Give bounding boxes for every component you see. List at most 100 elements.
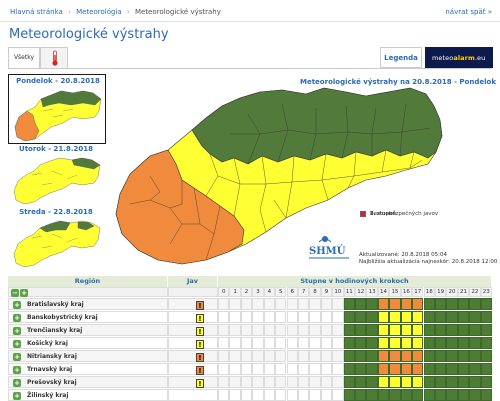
region-cell: + Bratislavský kraj [8, 298, 168, 310]
map-green-region [191, 87, 443, 165]
subheader-jav [168, 287, 218, 297]
jav-cell: ! [168, 350, 218, 362]
hour-cell [252, 389, 264, 401]
hour-cell [480, 324, 492, 336]
hour-header: 21 [457, 287, 470, 297]
hour-cell [377, 298, 390, 310]
hour-cell [332, 350, 344, 362]
table-row[interactable]: + Žilinský kraj [8, 389, 492, 401]
thunderstorm-warning-icon[interactable]: ! [196, 326, 204, 336]
region-name: Nitriansky kraj [27, 353, 77, 360]
back-link[interactable]: návrat späť » [445, 8, 492, 16]
tab-all[interactable]: Všetky [8, 47, 40, 68]
hour-header: 3 [252, 287, 264, 297]
hour-header: 6 [286, 287, 298, 297]
hour-cell [263, 311, 276, 323]
hour-cell [252, 324, 264, 336]
hour-cell [252, 311, 264, 323]
thunderstorm-warning-icon[interactable]: ! [196, 339, 204, 349]
hour-cell [252, 350, 264, 362]
shmu-logo: SHMÚ [309, 236, 349, 259]
thunderstorm-warning-icon[interactable]: ! [196, 378, 204, 388]
hour-cell [412, 376, 424, 388]
expand-region-button[interactable]: + [13, 353, 21, 361]
thunderstorm-warning-icon[interactable]: ! [196, 300, 204, 310]
hour-cell [332, 363, 344, 375]
hour-cell [412, 311, 424, 323]
hour-cell [377, 363, 390, 375]
hour-cell [480, 298, 492, 310]
hour-cell [469, 311, 481, 323]
hour-cell [469, 389, 481, 401]
expand-region-button[interactable]: + [13, 379, 21, 387]
hour-cell [309, 363, 321, 375]
table-row[interactable]: + Trnavský kraj! [8, 363, 492, 375]
hour-cell [366, 389, 378, 401]
expand-region-button[interactable]: + [13, 340, 21, 348]
hour-cell [434, 337, 447, 349]
expand-region-button[interactable]: + [13, 327, 21, 335]
hour-header: 13 [366, 287, 378, 297]
expand-region-button[interactable]: + [13, 366, 21, 374]
hour-cell [309, 350, 321, 362]
hour-cell [343, 298, 355, 310]
day-label-wednesday[interactable]: Streda - 22.8.2018 [19, 208, 93, 216]
hour-cell [412, 298, 424, 310]
day-selector-monday[interactable]: Pondelok - 20.8.2018 [8, 74, 106, 144]
expand-region-button[interactable]: + [13, 301, 21, 309]
hour-cell [229, 324, 241, 336]
tab-thermometer[interactable] [40, 47, 68, 68]
hour-cell [355, 350, 367, 362]
hour-cell [343, 363, 355, 375]
thunderstorm-warning-icon[interactable]: ! [196, 313, 204, 323]
mini-map-wednesday[interactable] [12, 218, 102, 268]
hour-cell [366, 324, 378, 336]
hour-cell [480, 350, 492, 362]
hour-cell [457, 376, 470, 388]
hour-cell [332, 337, 344, 349]
breadcrumb-meteorology[interactable]: Meteorológia [76, 8, 122, 16]
hour-cell [218, 363, 230, 375]
page-title: Meteorologické výstrahy [9, 27, 169, 42]
jav-cell [168, 389, 218, 401]
hour-cell [446, 363, 458, 375]
expand-region-button[interactable]: + [13, 314, 21, 322]
hour-cell [252, 363, 264, 375]
hour-header: 12 [355, 287, 367, 297]
hour-cell [423, 350, 435, 362]
hour-header: 19 [434, 287, 447, 297]
meteoalarm-logo[interactable]: meteoalarm.eu [425, 47, 493, 68]
table-row[interactable]: + Košický kraj! [8, 337, 492, 349]
hour-cell [434, 298, 447, 310]
hour-cell [412, 337, 424, 349]
collapse-all-button[interactable]: − [11, 289, 19, 297]
hour-cell [275, 389, 287, 401]
hour-cell [263, 298, 276, 310]
region-cell: + Košický kraj [8, 337, 168, 349]
hour-cell [400, 376, 413, 388]
hour-cell [309, 298, 321, 310]
hour-cell [480, 363, 492, 375]
hour-header: 20 [446, 287, 458, 297]
table-row[interactable]: + Prešovský kraj! [8, 376, 492, 388]
hour-cell [218, 298, 230, 310]
hour-header: 2 [240, 287, 253, 297]
expand-region-button[interactable]: + [13, 392, 21, 400]
legend-button[interactable]: Legenda [380, 47, 422, 68]
hour-cell [320, 389, 333, 401]
thermometer-icon [52, 50, 58, 66]
mini-map-tuesday[interactable] [12, 155, 102, 205]
expand-all-button[interactable]: + [20, 289, 28, 297]
hour-cell [320, 324, 333, 336]
thunderstorm-warning-icon[interactable]: ! [196, 352, 204, 362]
hour-cell [229, 298, 241, 310]
day-label-tuesday[interactable]: Utorok - 21.8.2018 [19, 145, 93, 153]
thunderstorm-warning-icon[interactable]: ! [196, 365, 204, 375]
table-row[interactable]: + Trenčiansky kraj! [8, 324, 492, 336]
table-row[interactable]: + Nitriansky kraj! [8, 350, 492, 362]
hour-header: 4 [263, 287, 276, 297]
table-row[interactable]: + Banskobystrický kraj! [8, 311, 492, 323]
breadcrumb-home[interactable]: Hlavná stránka [10, 8, 63, 16]
table-row[interactable]: + Bratislavský kraj! [8, 298, 492, 310]
hour-cell [297, 298, 310, 310]
